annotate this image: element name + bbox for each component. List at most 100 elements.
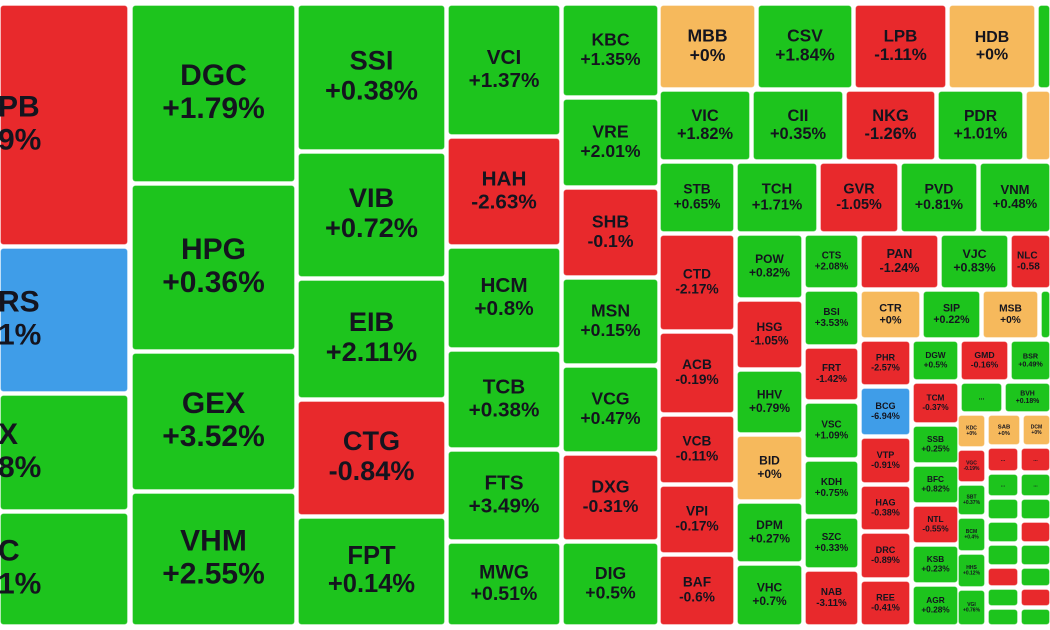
stock-change: -3.11% <box>816 598 847 609</box>
stock-change: -0.84% <box>329 455 415 486</box>
tile <box>1021 522 1050 542</box>
tile <box>660 486 734 553</box>
stock-change: -0.17% <box>675 519 718 534</box>
stock-symbol: MBB <box>687 25 727 45</box>
tile <box>1041 291 1050 338</box>
stock-change: +0.65% <box>674 197 721 212</box>
stock-change: -0.58 <box>1017 262 1040 273</box>
stock-change: +0% <box>966 431 977 437</box>
stock-symbol: VIB <box>349 182 394 213</box>
stock-symbol: HCM <box>480 274 527 297</box>
tile <box>448 451 560 540</box>
stock-symbol: HHV <box>757 388 782 402</box>
tile <box>1026 91 1050 160</box>
stock-tile: SAB+0% <box>988 415 1020 445</box>
stock-symbol: HAH <box>482 168 527 191</box>
tile <box>961 383 1002 412</box>
stock-symbol: VNM <box>1001 182 1030 197</box>
stock-symbol: DXG <box>591 476 629 496</box>
stock-change: -0.19% <box>964 466 980 472</box>
stock-tile: SBT+0.37% <box>958 485 985 515</box>
stock-symbol: BVH <box>1020 391 1035 398</box>
stock-symbol: VSC <box>821 420 841 431</box>
tile <box>941 235 1008 288</box>
stock-change: +0.47% <box>580 408 641 428</box>
tile <box>913 426 958 463</box>
tile <box>563 99 658 186</box>
stock-symbol: VCI <box>487 46 522 69</box>
stock-symbol: CSV <box>787 26 823 46</box>
tile <box>298 280 445 398</box>
stock-change: +0% <box>879 314 901 326</box>
tile <box>988 474 1018 496</box>
stock-tile: MBB+0% <box>660 5 755 88</box>
stock-change: +0.83% <box>953 261 995 275</box>
stock-change: -0.31% <box>583 496 639 516</box>
stock-symbol: X <box>0 418 18 451</box>
stock-tile: HHS+0.12% <box>958 554 985 587</box>
stock-change: -1.42% <box>816 374 847 385</box>
tile <box>988 589 1018 606</box>
stock-change: +0.5% <box>924 359 948 369</box>
stock-symbol: ... <box>1033 457 1038 463</box>
stock-symbol: PB <box>0 90 40 123</box>
stock-change: +1.01% <box>954 125 1008 142</box>
stock-symbol: DGW <box>925 350 945 360</box>
tile <box>958 590 985 625</box>
stock-tile: PDR+1.01% <box>938 91 1023 160</box>
stock-tile: DIG+0.5% <box>563 543 658 625</box>
stock-tile: SSB+0.25% <box>913 426 958 463</box>
stock-symbol: VCB <box>683 434 712 449</box>
tile <box>855 5 946 88</box>
stock-change: +0.12% <box>963 571 981 577</box>
stock-change: +0.15% <box>580 320 641 340</box>
tile <box>861 291 920 338</box>
stock-tile: VGI+0.76% <box>958 590 985 625</box>
tile <box>861 388 910 435</box>
tile <box>132 5 295 182</box>
stock-tile: VTP-0.91% <box>861 438 910 483</box>
stock-tile: SIP+0.22% <box>923 291 980 338</box>
stock-change: -0.11% <box>676 449 719 464</box>
stock-symbol: MWG <box>479 561 529 583</box>
stock-change: +0.76% <box>963 608 981 614</box>
tile <box>660 235 734 330</box>
tile <box>1021 609 1050 625</box>
stock-symbol: BAF <box>683 575 711 590</box>
stock-tile: PHR-2.57% <box>861 341 910 385</box>
tile <box>298 401 445 515</box>
stock-symbol: KSB <box>927 554 945 564</box>
tile <box>563 5 658 96</box>
stock-symbol: VGI <box>967 602 976 608</box>
stock-tile: ... <box>988 474 1018 496</box>
stock-change: +0.38% <box>469 398 540 421</box>
stock-tile: DPM+0.27% <box>737 503 802 562</box>
stock-tile: TCH+1.71% <box>737 163 817 232</box>
stock-symbol: PDR <box>964 108 997 125</box>
tile <box>298 153 445 277</box>
stock-change: +0.33% <box>815 543 849 554</box>
tile <box>913 506 958 543</box>
tile <box>132 185 295 350</box>
stock-symbol: AGR <box>926 595 944 605</box>
stock-change: 9% <box>0 123 41 156</box>
stock-change: -1.05% <box>750 333 788 347</box>
tile <box>988 545 1018 565</box>
stock-symbol: KDH <box>821 477 842 488</box>
tile <box>949 5 1035 88</box>
tile <box>563 279 658 364</box>
tile <box>958 518 985 551</box>
stock-tile: NLC-0.58 <box>1011 235 1050 288</box>
stock-tile: NAB-3.11% <box>805 571 858 625</box>
tile <box>805 235 858 288</box>
stock-symbol: KDC <box>966 426 977 432</box>
stock-tile: MWG+0.51% <box>448 543 560 625</box>
tile <box>448 543 560 625</box>
tile <box>805 461 858 515</box>
stock-change: +0.7% <box>752 594 787 608</box>
stock-tile: RS1% <box>0 248 128 392</box>
stock-tile: SSI+0.38% <box>298 5 445 150</box>
stock-tile: VCI+1.37% <box>448 5 560 135</box>
stock-tile: KBC+1.35% <box>563 5 658 96</box>
tile <box>913 546 958 583</box>
